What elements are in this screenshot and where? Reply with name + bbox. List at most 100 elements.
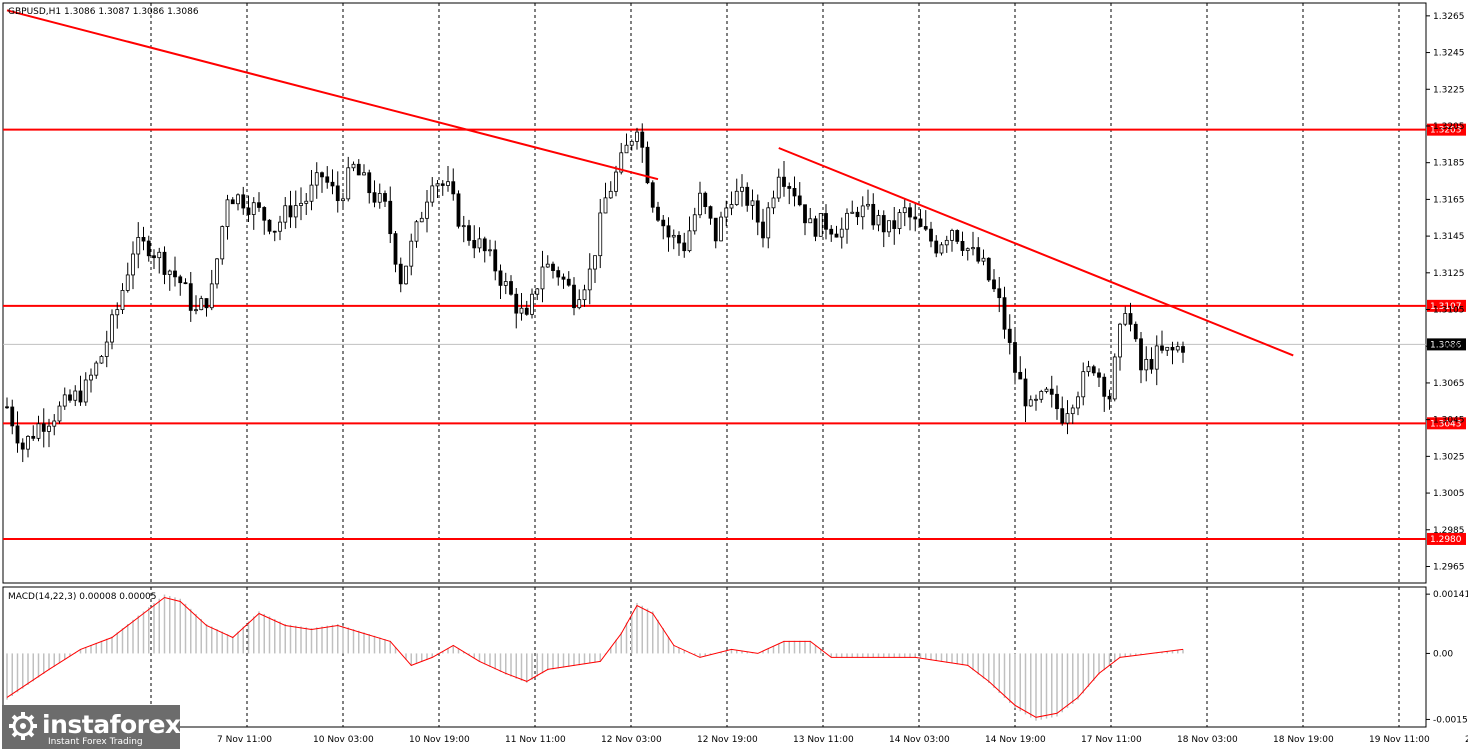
time-tick-label: 11 Nov 11:00 <box>505 735 566 745</box>
candle-body <box>1133 323 1138 340</box>
candle-body <box>703 192 708 208</box>
level-price-tag <box>1427 532 1466 545</box>
candle-body <box>850 211 855 214</box>
candle-body <box>52 420 57 427</box>
candle-body <box>157 251 162 259</box>
candle-body <box>31 435 36 439</box>
time-tick-label: 12 Nov 03:00 <box>601 735 662 745</box>
macd-signal-line <box>6 596 1184 718</box>
time-tick-label: 17 Nov 11:00 <box>1081 735 1142 745</box>
candle-body <box>283 205 288 223</box>
candle-body <box>666 225 671 238</box>
candle-body <box>209 283 214 309</box>
candle-body <box>1013 342 1017 373</box>
price-tick-label: 1.3105 <box>1433 306 1465 316</box>
candle-body <box>461 225 466 228</box>
candle-body <box>393 233 398 265</box>
candle-body <box>808 218 813 224</box>
candle-body <box>624 144 629 154</box>
candle-body <box>997 288 1002 299</box>
candle-body <box>887 220 891 233</box>
candle-body <box>1149 358 1154 370</box>
candle-body <box>687 230 692 252</box>
candle-body <box>1076 396 1080 409</box>
candle-body <box>136 237 141 255</box>
candle-body <box>304 200 309 204</box>
candle-body <box>1123 313 1128 325</box>
candle-body <box>1154 345 1159 370</box>
candle-body <box>299 202 303 206</box>
candle-body <box>477 238 482 249</box>
candle-body <box>435 183 440 187</box>
candle-body <box>131 253 135 276</box>
candle-body <box>330 181 335 187</box>
time-tick-label: 19 Nov 11:00 <box>1369 735 1430 745</box>
candle-body <box>535 288 540 295</box>
candle-body <box>713 217 718 242</box>
candle-body <box>309 184 314 202</box>
candle-body <box>986 257 991 281</box>
candle-body <box>188 283 193 311</box>
candle-body <box>965 248 970 251</box>
time-tick-label: 10 Nov 19:00 <box>409 735 470 745</box>
candle-body <box>824 213 828 230</box>
candle-body <box>1144 358 1149 371</box>
candle-body <box>110 314 114 343</box>
candle-body <box>146 240 151 257</box>
trendline[interactable] <box>778 147 1294 357</box>
trendline[interactable] <box>6 9 659 181</box>
candle-body <box>766 207 771 239</box>
current-price-tag <box>1427 338 1466 351</box>
candle-body <box>1102 376 1107 397</box>
candle-body <box>829 228 834 235</box>
candle-body <box>241 194 246 209</box>
candle-body <box>818 213 823 237</box>
level-price-label: 1.2980 <box>1430 535 1462 545</box>
candle-body <box>876 215 881 226</box>
candle-body <box>362 172 366 176</box>
candle-body <box>724 207 729 218</box>
candle-body <box>944 239 949 246</box>
candle-body <box>682 242 687 252</box>
candle-body <box>740 186 744 192</box>
candle-body <box>467 225 471 241</box>
candle-body <box>551 263 555 271</box>
candle-body <box>803 204 807 224</box>
candle-body <box>488 249 492 252</box>
candle-body <box>104 341 109 357</box>
price-tick-label: 1.3245 <box>1433 49 1465 59</box>
horizontal-levels[interactable]: 1.3203 1.3107 1.3043 1.2980 1.3086 <box>3 123 1466 545</box>
candle-body <box>866 203 870 207</box>
candle-body <box>498 270 503 286</box>
candle-body <box>1070 407 1075 415</box>
candle-body <box>971 247 975 250</box>
candle-body <box>430 185 435 203</box>
candle-body <box>20 442 25 450</box>
candle-body <box>645 146 650 184</box>
candle-body <box>409 240 414 267</box>
candle-body <box>1139 338 1143 371</box>
trendlines[interactable] <box>6 9 1294 357</box>
candle-body <box>1118 323 1122 358</box>
candle-body <box>251 202 256 215</box>
candle-body <box>761 221 765 239</box>
candle-body <box>577 299 582 309</box>
candle-body <box>68 394 72 401</box>
candle-body <box>519 307 524 314</box>
candle-body <box>797 195 802 206</box>
candle-body <box>320 172 324 178</box>
candle-body <box>293 205 298 218</box>
candle-body <box>545 263 550 268</box>
candle-body <box>992 279 996 290</box>
candle-body <box>587 268 592 291</box>
candle-body <box>10 406 15 427</box>
candle-body <box>902 207 907 214</box>
candle-body <box>278 221 282 232</box>
price-tick-label: 1.3225 <box>1433 85 1465 95</box>
candle-body <box>771 197 776 209</box>
candle-body <box>561 276 566 280</box>
candle-body <box>1170 346 1175 351</box>
candle-body <box>1065 413 1070 424</box>
